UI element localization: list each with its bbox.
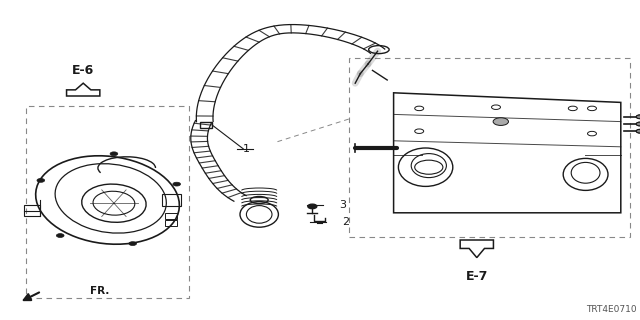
Circle shape xyxy=(173,182,180,186)
Circle shape xyxy=(129,242,136,245)
Text: E-7: E-7 xyxy=(466,270,488,283)
Bar xyxy=(165,213,177,219)
Bar xyxy=(26,106,189,298)
Text: FR.: FR. xyxy=(90,286,109,296)
Bar xyxy=(200,122,212,128)
Circle shape xyxy=(56,234,64,237)
Bar xyxy=(162,194,181,206)
Bar xyxy=(24,205,40,216)
Circle shape xyxy=(493,118,509,125)
Text: TRT4E0710: TRT4E0710 xyxy=(586,305,637,314)
Text: E-6: E-6 xyxy=(72,64,94,77)
Circle shape xyxy=(37,179,45,182)
Text: 2: 2 xyxy=(342,217,349,228)
Text: 3: 3 xyxy=(339,200,346,210)
Text: 1: 1 xyxy=(243,144,250,154)
Circle shape xyxy=(110,152,118,156)
Bar xyxy=(165,220,177,226)
Circle shape xyxy=(636,129,640,133)
Circle shape xyxy=(636,115,640,119)
Circle shape xyxy=(308,204,317,209)
Circle shape xyxy=(636,122,640,126)
Bar xyxy=(349,58,630,237)
